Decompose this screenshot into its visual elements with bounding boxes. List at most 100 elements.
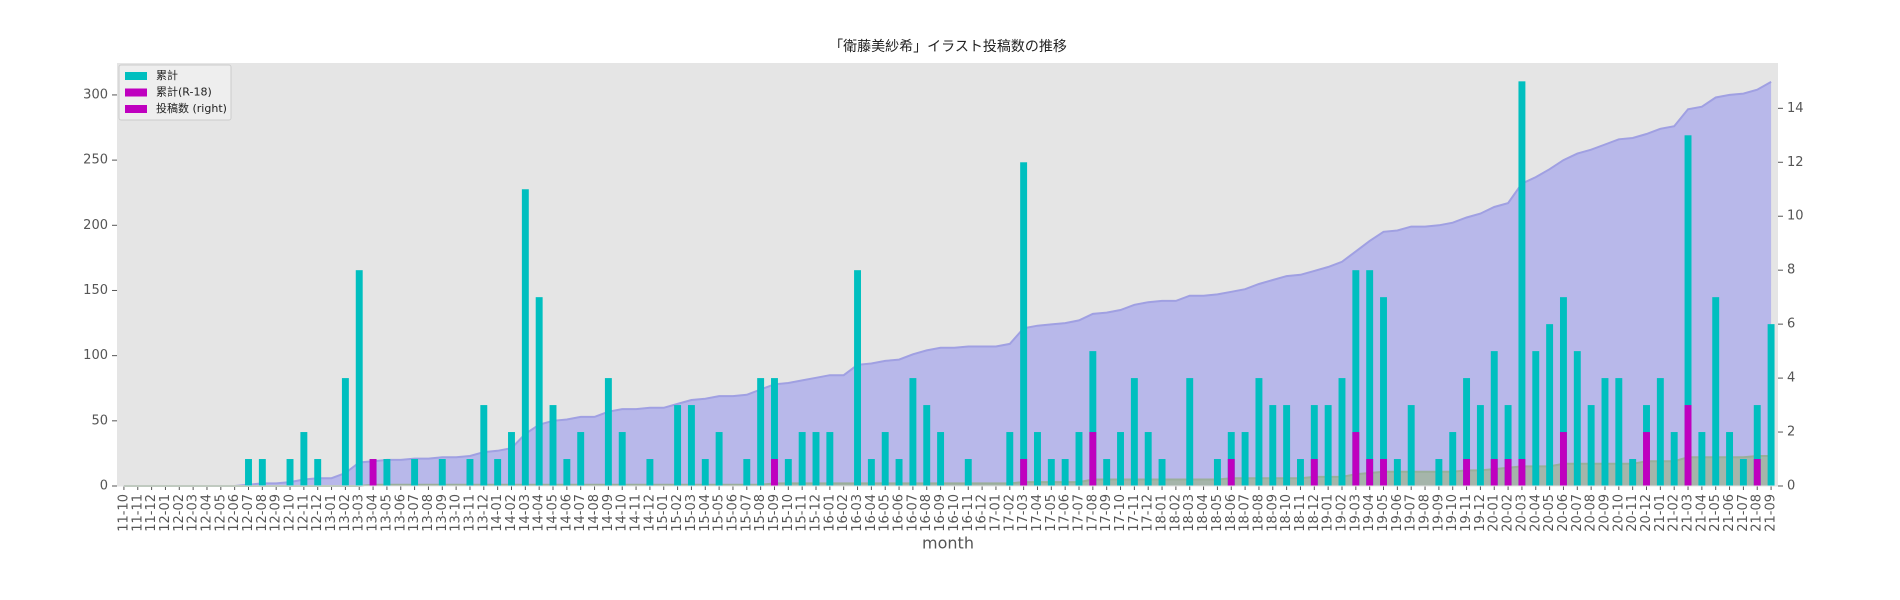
- x-tick-label: 19-04: [1362, 494, 1377, 532]
- legend-label: 累計: [156, 68, 178, 82]
- bar: [618, 432, 626, 486]
- bar: [1255, 378, 1263, 486]
- x-tick-label: 12-10: [283, 494, 298, 532]
- x-tick-label: 21-02: [1667, 494, 1682, 532]
- bar: [1352, 270, 1360, 486]
- y-tick-label: 300: [83, 87, 108, 102]
- x-tick-label: 14-07: [573, 494, 588, 532]
- bar: [1006, 432, 1014, 486]
- x-tick-label: 14-02: [504, 494, 519, 532]
- x-tick-label: 16-09: [933, 494, 948, 532]
- x-tick-label: 14-09: [601, 494, 616, 532]
- bar: [1712, 297, 1720, 486]
- x-tick-label: 12-08: [255, 494, 270, 532]
- x-tick-label: 20-08: [1584, 494, 1599, 532]
- bar: [1310, 459, 1318, 486]
- bar: [1587, 405, 1595, 486]
- bar: [674, 405, 682, 486]
- x-tick-label: 16-08: [919, 494, 934, 532]
- x-tick-label: 16-06: [892, 494, 907, 532]
- y-tick-label: 150: [83, 283, 108, 298]
- y2-tick-label: 12: [1787, 155, 1804, 170]
- y-tick-label: 0: [100, 479, 108, 494]
- bar: [480, 405, 488, 486]
- bar: [466, 459, 474, 486]
- bar: [1504, 459, 1512, 486]
- x-tick-label: 16-02: [836, 494, 851, 532]
- x-tick-label: 18-12: [1307, 494, 1322, 532]
- bar: [1753, 459, 1761, 486]
- bar: [1103, 459, 1111, 486]
- x-tick-label: 15-03: [684, 494, 699, 532]
- x-tick-label: 13-04: [366, 494, 381, 532]
- x-axis-label: month: [922, 534, 974, 553]
- x-tick-label: 15-07: [739, 494, 754, 532]
- bar: [577, 432, 585, 486]
- bar: [812, 432, 820, 486]
- bar: [1283, 405, 1291, 486]
- bar: [1490, 351, 1498, 486]
- x-tick-label: 15-08: [753, 494, 768, 532]
- bar: [521, 189, 529, 486]
- bar: [1241, 432, 1249, 486]
- area: [123, 456, 1772, 486]
- y2-tick-label: 14: [1787, 101, 1804, 116]
- bar: [508, 432, 515, 486]
- bar: [1213, 459, 1221, 486]
- bar: [964, 459, 972, 486]
- bar: [563, 459, 571, 486]
- bar: [1393, 459, 1401, 486]
- y2-tick-label: 10: [1787, 209, 1804, 224]
- bar: [535, 297, 543, 486]
- bar: [771, 459, 778, 486]
- x-tick-label: 15-05: [712, 494, 727, 532]
- x-tick-label: 12-03: [186, 494, 201, 532]
- bar: [1061, 459, 1069, 486]
- bar: [355, 270, 363, 486]
- x-tick-label: 21-03: [1681, 494, 1696, 532]
- bar: [1559, 297, 1567, 486]
- bar: [784, 459, 792, 486]
- x-tick-label: 17-08: [1085, 494, 1100, 532]
- bar: [646, 459, 654, 486]
- x-tick-label: 19-06: [1390, 494, 1405, 532]
- x-tick-label: 20-05: [1542, 494, 1557, 532]
- x-tick-label: 19-05: [1376, 494, 1391, 532]
- bar: [1380, 297, 1387, 486]
- bar: [909, 378, 917, 486]
- bar: [494, 459, 502, 486]
- area-line: [123, 81, 1772, 487]
- bar: [743, 459, 751, 486]
- y2-tick-label: 4: [1787, 371, 1795, 386]
- x-tick-label: 13-05: [379, 494, 394, 532]
- x-tick-label: 11-11: [130, 494, 145, 532]
- x-tick-label: 17-02: [1002, 494, 1017, 532]
- x-tick-label: 14-05: [546, 494, 561, 532]
- bar: [1559, 432, 1567, 486]
- x-tick-label: 13-09: [435, 494, 450, 532]
- x-tick-label: 14-04: [532, 494, 547, 532]
- x-tick-label: 19-10: [1445, 494, 1460, 532]
- y-tick-label: 100: [83, 348, 108, 363]
- x-tick-label: 20-03: [1514, 494, 1529, 532]
- bar: [369, 459, 377, 486]
- bar: [1546, 324, 1554, 486]
- x-tick-label: 12-11: [296, 494, 311, 532]
- x-tick-label: 17-03: [1016, 494, 1031, 532]
- bar: [1366, 459, 1374, 486]
- bar: [1310, 405, 1318, 486]
- bar: [1047, 459, 1055, 486]
- x-tick-label: 18-08: [1251, 494, 1266, 532]
- bar: [854, 270, 861, 486]
- x-tick-label: 14-06: [559, 494, 574, 532]
- x-tick-label: 15-09: [767, 494, 782, 532]
- x-tick-label: 12-04: [199, 494, 214, 532]
- bar: [1518, 459, 1526, 486]
- bar: [549, 405, 557, 486]
- x-tick-label: 13-06: [393, 494, 408, 532]
- bar: [1463, 378, 1471, 486]
- legend-swatch: [125, 105, 147, 113]
- bar: [300, 432, 308, 486]
- bar: [1518, 81, 1526, 486]
